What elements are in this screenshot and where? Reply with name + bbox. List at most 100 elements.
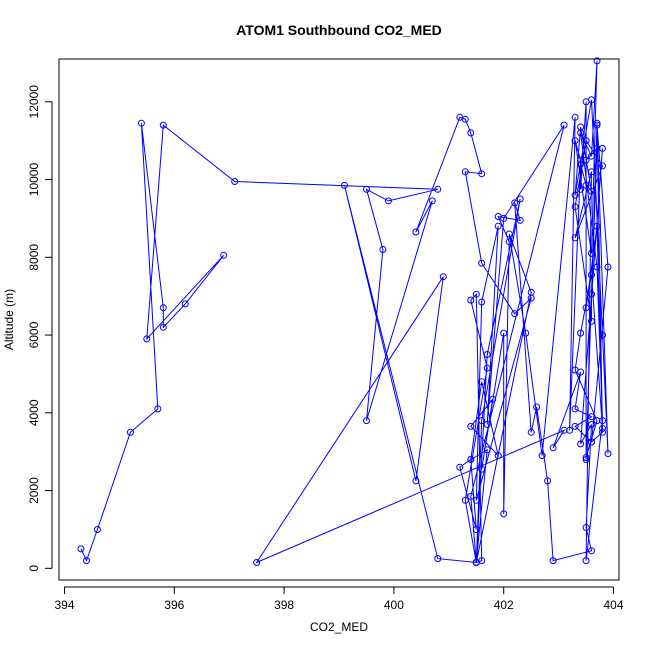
data-point [582, 304, 590, 312]
data-point [571, 234, 579, 242]
data-point [500, 329, 508, 337]
data-point [472, 496, 480, 504]
y-tick-label: 10000 [27, 163, 41, 197]
data-point [461, 496, 469, 504]
y-tick-label: 4000 [27, 399, 41, 426]
data-point [571, 422, 579, 430]
x-tick-label: 402 [494, 598, 514, 612]
data-point [582, 137, 590, 145]
data-point [467, 456, 475, 463]
data-point [588, 271, 595, 279]
data-point [472, 559, 480, 566]
data-point [577, 368, 585, 376]
data-point [483, 351, 491, 358]
data-point [544, 477, 552, 485]
series-line [80, 60, 609, 564]
data-point [434, 555, 442, 563]
data-point [428, 197, 436, 205]
data-point [527, 288, 535, 296]
data-point [159, 304, 167, 312]
data-point [593, 121, 601, 129]
data-point [604, 450, 612, 458]
data-point [461, 115, 469, 123]
data-point [549, 557, 557, 565]
data-point [588, 168, 595, 176]
data-point [604, 263, 612, 271]
data-point [363, 417, 370, 425]
data-point [511, 310, 519, 318]
data-point [516, 216, 524, 224]
data-point [593, 263, 601, 271]
data-point [478, 170, 486, 178]
y-axis-title: Altitude (m) [2, 289, 16, 350]
data-point [478, 417, 486, 425]
data-point [126, 428, 134, 436]
data-point [472, 290, 480, 298]
data-point [341, 181, 348, 189]
data-point [588, 438, 595, 446]
data-point [599, 162, 606, 170]
x-tick-label: 404 [603, 598, 623, 612]
data-point [483, 421, 491, 428]
series-layer [80, 60, 609, 564]
x-axis-title: CO2_MED [310, 620, 368, 634]
data-point [516, 195, 524, 203]
data-point [560, 121, 568, 129]
x-tick-label: 394 [54, 598, 74, 612]
data-point [571, 405, 579, 413]
data-point [593, 119, 601, 127]
data-point [588, 413, 595, 421]
data-point [467, 422, 475, 430]
data-point [599, 331, 606, 339]
data-point [588, 152, 595, 160]
data-point [379, 246, 387, 253]
data-point [489, 395, 497, 403]
data-point [588, 421, 595, 428]
y-tick-label: 12000 [27, 85, 41, 119]
data-point [253, 559, 261, 566]
data-point [467, 492, 475, 500]
data-point [588, 187, 595, 195]
data-point [593, 57, 601, 65]
data-point [577, 156, 585, 164]
y-tick-label: 8000 [27, 244, 41, 271]
data-point [472, 526, 480, 533]
data-point [577, 160, 585, 168]
data-point [588, 547, 595, 555]
data-point [478, 378, 486, 386]
data-point [577, 129, 585, 137]
data-point [181, 300, 189, 308]
data-point [582, 181, 590, 189]
data-point [527, 428, 535, 436]
data-point [577, 185, 585, 193]
data-point [439, 273, 447, 281]
data-point [599, 144, 606, 152]
data-point [582, 524, 590, 531]
data-point [577, 440, 585, 448]
data-point [77, 545, 85, 553]
data-point [456, 463, 464, 471]
data-point [154, 405, 162, 413]
data-point [588, 290, 595, 298]
data-point [511, 199, 519, 207]
data-point [571, 113, 579, 121]
data-point [588, 317, 595, 325]
data-point [571, 137, 579, 145]
data-point [143, 335, 151, 343]
data-point [483, 446, 491, 454]
data-point [494, 213, 502, 220]
data-point [83, 557, 90, 565]
data-point [467, 296, 475, 304]
data-point [467, 129, 475, 137]
data-point [363, 185, 370, 193]
data-point [461, 168, 469, 176]
data-point [571, 191, 579, 199]
axes-layer: 394 396 398 400 402 404 0 2000 4000 6000 8000 10000… [27, 85, 624, 612]
data-point [577, 329, 585, 337]
data-point [137, 119, 145, 127]
data-point [494, 452, 502, 460]
data-point [159, 323, 167, 331]
data-point [533, 403, 541, 411]
data-point [434, 185, 442, 193]
